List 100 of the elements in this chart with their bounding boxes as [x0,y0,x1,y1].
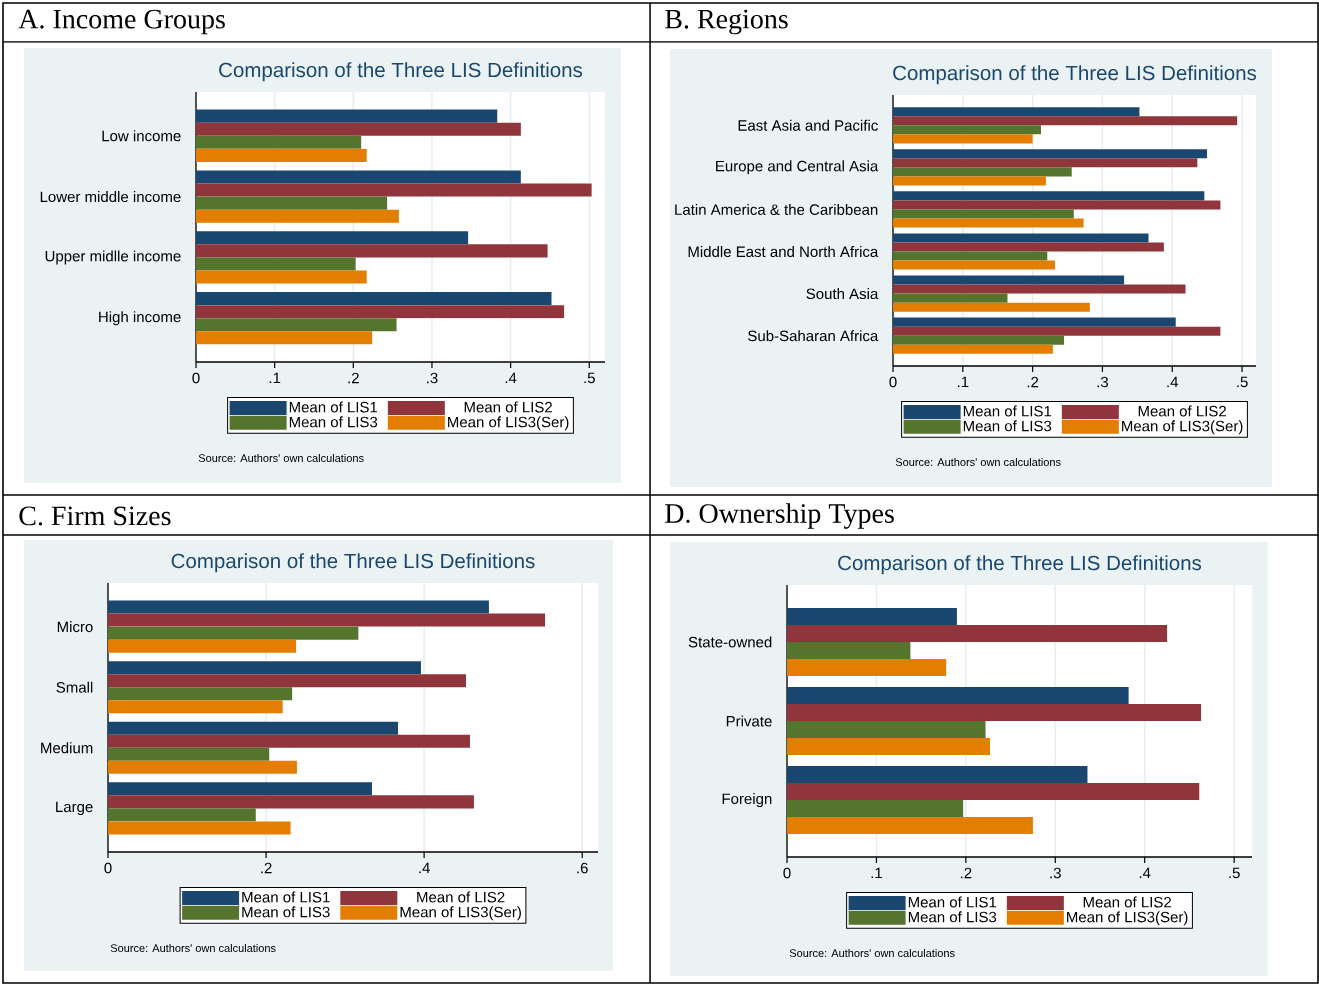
bar [196,318,397,332]
legend-label: Mean of LIS1 [963,405,1052,417]
chart-subtitle: Comparison of the Three LIS Definitions [171,553,535,573]
bar [108,613,546,627]
bar [893,209,1074,219]
x-tick-label: .6 [577,862,588,874]
legend-label: Mean of LIS3 [289,416,378,428]
y-tick-label: Sub-Saharan Africa [748,330,879,342]
y-tick-label: Middle East and North Africa [688,246,879,258]
bar [893,335,1065,345]
y-tick-label: High income [99,311,181,326]
chart-subtitle: Comparison of the Three LIS Definitions [893,65,1257,85]
bar [787,766,1088,784]
x-tick-label: 0 [783,867,791,879]
bar [108,760,297,774]
bar [893,167,1072,177]
y-tick-label: State-owned [688,636,772,648]
bar [196,135,362,149]
chart-title: D. Ownership Types [665,503,894,529]
bar [893,326,1221,336]
bar [787,817,1033,835]
legend-label: Mean of LIS1 [242,891,330,903]
x-tick-label: .1 [871,867,882,879]
bar [787,687,1129,704]
bar [196,244,548,258]
bar [893,284,1186,294]
legend-label: Mean of LIS3(Ser) [448,416,569,431]
legend-label: Mean of LIS2 [1083,896,1171,908]
y-tick-label: Small [56,681,93,693]
x-tick-label: .2 [261,862,272,874]
bar [893,251,1048,261]
bar [893,125,1041,135]
bar [196,109,498,123]
bar [893,260,1055,270]
source-note: Source: Authors' own calculations [110,943,276,953]
x-tick-label: .2 [348,372,359,384]
bar [787,800,964,818]
legend-label: Mean of LIS2 [464,401,552,413]
bar [787,607,957,625]
legend-label: Mean of LIS3 [908,911,997,923]
y-tick-label: Medium [41,742,93,754]
x-tick-label: 0 [104,862,112,874]
bar [108,661,421,675]
x-tick-label: .1 [269,372,281,384]
y-tick-label: Micro [57,621,93,633]
x-tick-label: .1 [957,376,969,388]
bar [108,808,256,822]
y-tick-label: South Asia [806,288,879,300]
x-tick-label: .5 [1237,376,1248,388]
bar [196,196,388,210]
bar [787,783,1200,801]
bar [196,305,565,319]
x-tick-label: .4 [1167,376,1179,388]
x-tick-label: .5 [584,372,595,384]
y-tick-label: East Asia and Pacific [738,119,878,131]
bar [196,257,356,271]
y-tick-label: Private [726,715,772,727]
x-tick-label: .4 [505,372,517,384]
x-tick-label: .4 [419,862,430,874]
bar [108,639,297,653]
bar [108,700,283,714]
chart-subtitle: Comparison of the Three LIS Definitions [838,555,1202,575]
legend-label: Mean of LIS3(Ser) [1067,911,1188,926]
chart-title: A. Income Groups [18,9,225,35]
bar [893,293,1008,303]
chart-title: C. Firm Sizes [19,506,171,526]
bar [787,704,1202,721]
x-tick-label: .3 [1050,867,1061,879]
x-tick-label: .3 [427,372,438,384]
bar [893,176,1046,186]
bar [893,191,1205,201]
y-tick-label: Upper midlle income [45,250,181,265]
x-tick-label: .5 [1229,867,1240,879]
bar [108,626,359,640]
bar [108,795,474,809]
legend-label: Mean of LIS2 [1138,405,1226,417]
bar [893,233,1149,243]
bar [893,149,1208,159]
y-tick-label: Large [56,801,93,816]
source-note: Source: Authors' own calculations [895,457,1061,467]
source-note: Source: Authors' own calculations [789,948,955,958]
legend-label: Mean of LIS3 [963,420,1052,432]
bar [108,600,489,614]
chart-title: B. Regions [665,9,788,35]
bar [196,270,367,284]
bar [196,183,592,197]
legend-label: Mean of LIS1 [289,401,378,413]
bar [108,782,372,796]
bar [196,231,469,245]
legend-label: Mean of LIS3(Ser) [1122,420,1243,435]
bar [893,275,1125,285]
y-tick-label: Latin America & the Caribbean [675,203,878,215]
bar [196,122,521,136]
x-tick-label: .2 [1027,376,1039,388]
bar [196,331,373,345]
bar [108,734,470,748]
legend-label: Mean of LIS3(Ser) [400,906,521,921]
bar [787,624,1168,642]
x-tick-label: 0 [192,372,200,384]
bar [108,721,399,735]
